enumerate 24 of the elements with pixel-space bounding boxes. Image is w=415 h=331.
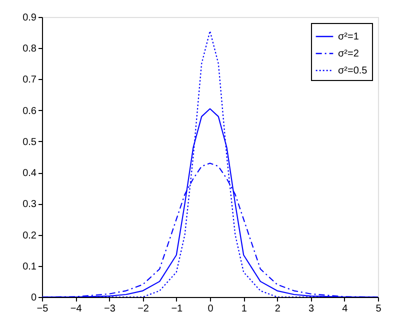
y-tick-label: 0.7 xyxy=(22,74,37,86)
x-tick-label: 0 xyxy=(208,304,214,314)
y-tick-label: 0.2 xyxy=(22,230,37,242)
y-tick-label: 0.8 xyxy=(22,44,37,55)
x-tick-label: −3 xyxy=(104,304,116,314)
x-tick-label: 1 xyxy=(241,304,248,314)
x-tick-label: 2 xyxy=(274,304,281,314)
x-tick-label: 5 xyxy=(376,304,382,314)
y-tick-label: 0.1 xyxy=(22,261,37,272)
x-tick-label: −1 xyxy=(171,304,184,314)
y-tick-label: 0.4 xyxy=(22,168,37,180)
y-tick-label: 0.5 xyxy=(22,136,37,148)
x-tick-label: 4 xyxy=(342,304,348,314)
legend-label: σ²=1 xyxy=(338,32,360,42)
y-tick-label: 0.3 xyxy=(22,199,37,210)
x-tick-label: −2 xyxy=(138,304,150,314)
x-tick-label: −5 xyxy=(36,304,49,314)
x-tick-label: −4 xyxy=(70,304,82,314)
legend-label: σ²=2 xyxy=(338,48,360,60)
legend-label: σ²=0.5 xyxy=(338,66,368,76)
x-tick-label: 3 xyxy=(308,304,315,314)
y-tick-label: 0.9 xyxy=(22,12,37,24)
y-tick-label: 0 xyxy=(30,292,37,304)
y-tick-label: 0.6 xyxy=(22,106,37,117)
